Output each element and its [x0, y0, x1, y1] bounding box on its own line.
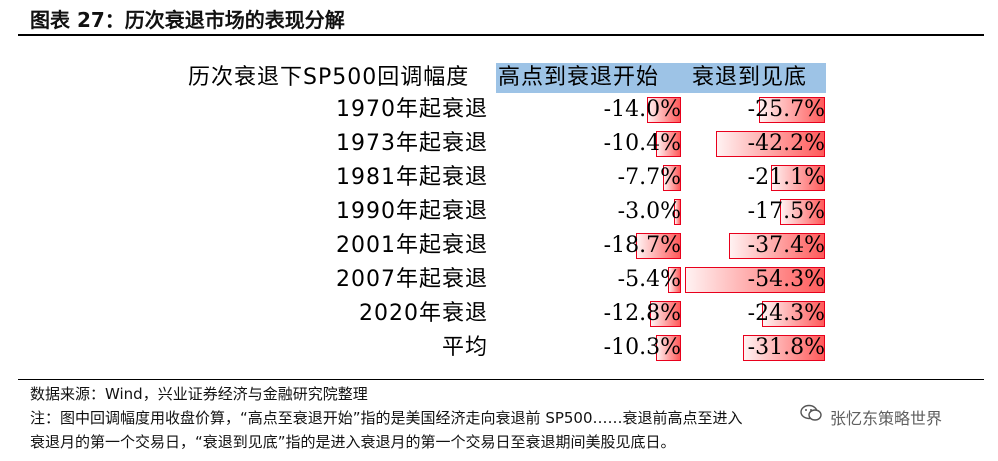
row-label: 1990年起衰退	[336, 199, 488, 224]
cell-value-col2: -25.7%	[747, 97, 825, 122]
cell-value-col1: -12.8%	[603, 301, 681, 326]
row-label: 1981年起衰退	[336, 165, 488, 190]
cell-value-col1: -7.7%	[617, 165, 681, 190]
cell-value-col2: -31.8%	[747, 335, 825, 360]
wechat-icon	[800, 404, 822, 421]
cell-value-col2: -17.5%	[747, 199, 825, 224]
cell-value-col2: -24.3%	[747, 301, 825, 326]
row-label: 平均	[441, 335, 488, 360]
data-bar-col1	[636, 233, 681, 259]
note-line-2: 衰退月的第一个交易日，“衰退到见底”指的是进入衰退月的第一个交易日至衰退期间美股…	[30, 433, 676, 451]
row-label: 2001年起衰退	[336, 233, 488, 258]
row-label: 2007年起衰退	[336, 267, 488, 292]
data-bar-col1	[656, 131, 681, 157]
note-line-1: 注：图中回调幅度用收盘价算，“高点至衰退开始”指的是美国经济走向衰退前 SP50…	[30, 409, 743, 427]
data-bar-col2	[758, 97, 825, 123]
cell-value-col1: -3.0%	[617, 199, 681, 224]
cell-value-col1: -10.3%	[603, 335, 681, 360]
cell-value-col2: -42.2%	[747, 131, 825, 156]
cell-value-col2: -21.1%	[747, 165, 825, 190]
data-bar-col2	[728, 233, 825, 259]
cell-value-col1: -5.4%	[617, 267, 681, 292]
source-note: 数据来源：Wind，兴业证券经济与金融研究院整理	[30, 385, 368, 403]
top-rule	[18, 34, 984, 36]
row-label: 1973年起衰退	[336, 131, 488, 156]
watermark: 张忆东策略世界	[830, 409, 943, 428]
data-bar-col1	[662, 165, 681, 191]
data-bar-col2	[743, 335, 825, 361]
cell-value-col2: -54.3%	[747, 267, 825, 292]
data-bar-col1	[650, 301, 681, 327]
row-label: 1970年起衰退	[336, 97, 488, 122]
data-bar-col2	[685, 267, 825, 293]
cell-value-col1: -14.0%	[603, 97, 681, 122]
cell-value-col2: -37.4%	[747, 233, 825, 258]
column-header-2: 衰退到见底	[692, 65, 808, 90]
header-row-label: 历次衰退下SP500回调幅度	[188, 65, 470, 90]
bottom-rule	[18, 379, 984, 380]
cell-value-col1: -18.7%	[603, 233, 681, 258]
row-label: 2020年衰退	[359, 301, 488, 326]
data-bar-col2	[779, 199, 825, 225]
data-bar-col2	[770, 165, 825, 191]
data-bar-col2	[762, 301, 825, 327]
data-bar-col1	[656, 335, 681, 361]
cell-value-col1: -10.4%	[603, 131, 681, 156]
data-bar-col1	[647, 97, 681, 123]
data-bar-col1	[673, 199, 681, 225]
column-header-1: 高点到衰退开始	[498, 65, 660, 90]
column-header-highlight	[496, 63, 826, 93]
data-bar-col1	[668, 267, 681, 293]
data-bar-col2	[716, 131, 825, 157]
figure-title: 图表 27：历次衰退市场的表现分解	[30, 8, 345, 32]
